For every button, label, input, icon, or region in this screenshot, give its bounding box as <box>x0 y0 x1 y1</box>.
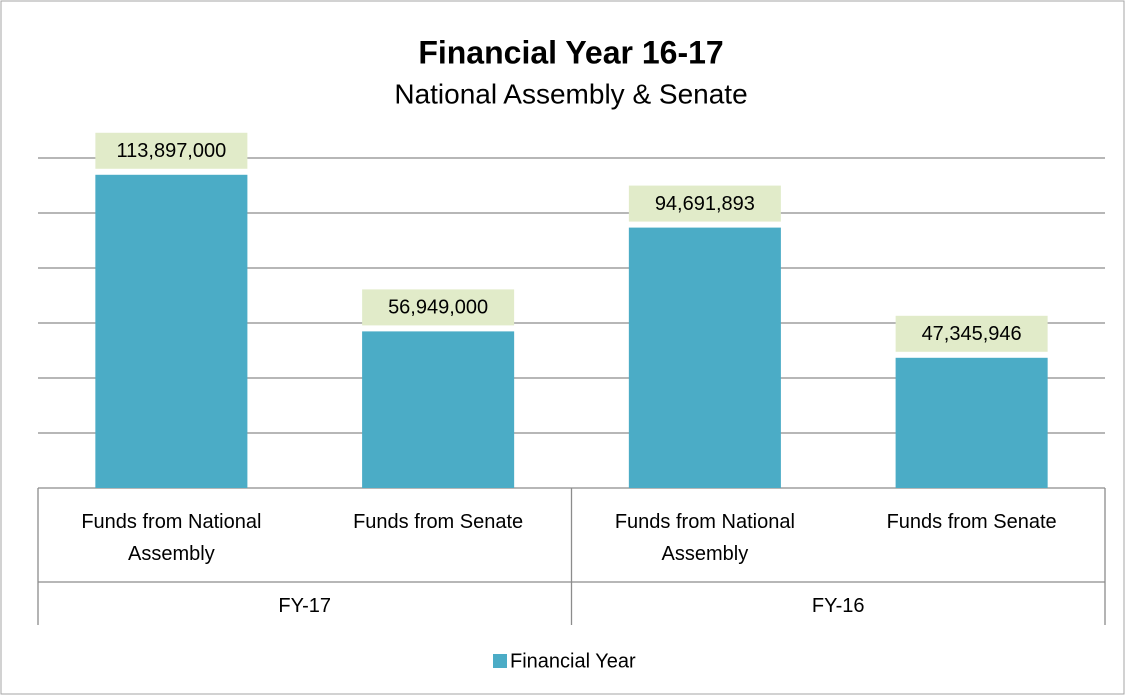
x-tick-label: Funds from Senate <box>886 511 1057 533</box>
data-label: 47,345,946 <box>922 323 1022 345</box>
legend-label: Financial Year <box>510 650 636 672</box>
bar <box>628 227 781 488</box>
bar <box>362 331 515 488</box>
data-label-box <box>628 185 781 222</box>
chart-title: Financial Year 16-17 <box>418 34 723 70</box>
data-label: 94,691,893 <box>655 193 755 215</box>
data-label-box <box>362 289 515 326</box>
x-tick-label: Funds from National Assembly <box>614 511 795 565</box>
bar <box>95 174 248 488</box>
x-tick-label: Funds from Senate <box>353 511 524 533</box>
chart-subtitle: National Assembly & Senate <box>394 78 747 109</box>
data-label-box <box>95 132 248 169</box>
legend-swatch <box>493 654 507 668</box>
group-label: FY-17 <box>278 595 332 617</box>
group-label: FY-16 <box>811 595 865 617</box>
data-label: 113,897,000 <box>117 140 227 162</box>
data-label-box <box>895 315 1048 352</box>
data-label: 56,949,000 <box>388 297 488 319</box>
x-tick-label: Funds from National Assembly <box>81 511 262 565</box>
bar <box>895 357 1048 488</box>
